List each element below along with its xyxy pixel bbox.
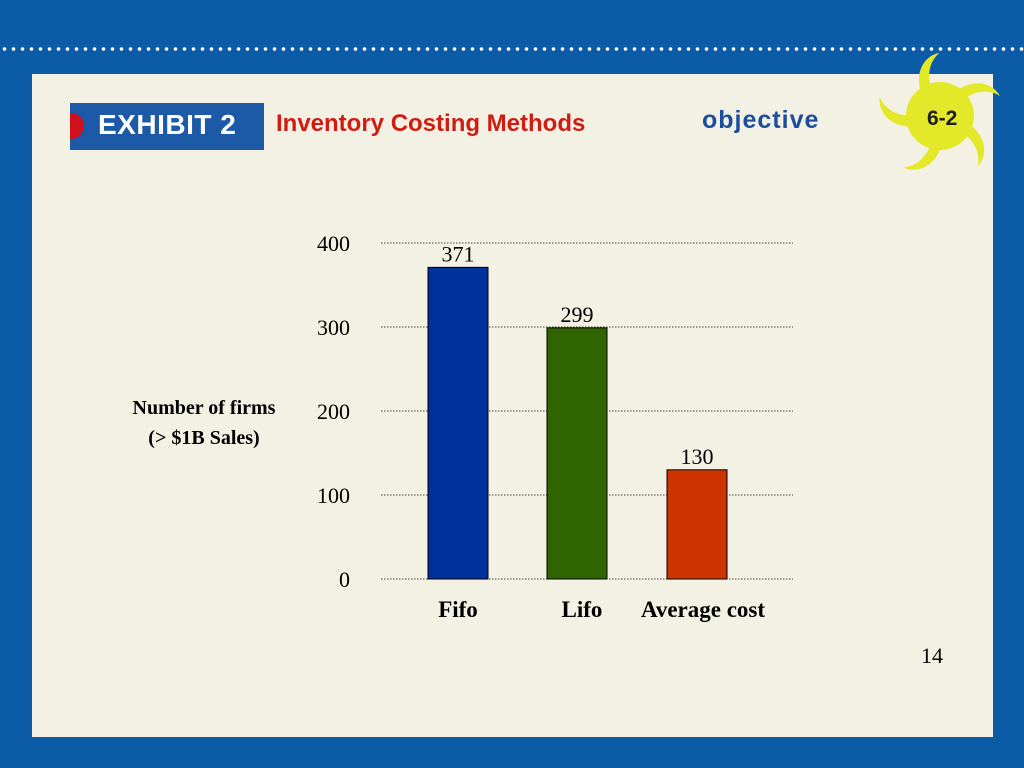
slide-panel [32,74,993,737]
x-category-label: Fifo [438,597,478,622]
bar [427,266,489,580]
y-tick-label: 100 [317,483,350,508]
y-axis-label-line-1: Number of firms [132,397,276,419]
exhibit-label: EXHIBIT 2 [98,109,237,140]
exhibit-red-dot [70,113,84,139]
bar [546,327,608,580]
y-tick-label: 200 [317,399,350,424]
page-number: 14 [921,643,943,668]
y-tick-label: 300 [317,315,350,340]
y-axis-label: Number of firms (> $1B Sales) [104,393,304,453]
data-label: 371 [442,241,475,266]
objective-number: 6-2 [927,107,958,130]
x-category-label: Lifo [562,597,603,622]
x-category-label: Average cost [641,597,765,622]
exhibit-banner: EXHIBIT 2 [70,103,264,150]
y-tick-label: 0 [339,567,350,592]
dotted-divider [0,44,1024,54]
data-label: 130 [681,444,714,469]
objective-badge-icon [879,52,1000,170]
objective-label: objective [702,106,820,134]
data-label: 299 [561,302,594,327]
bar [666,469,728,580]
slide-title: Inventory Costing Methods [276,110,586,137]
y-axis-label-line-2: (> $1B Sales) [148,427,260,449]
y-tick-label: 400 [317,231,350,256]
